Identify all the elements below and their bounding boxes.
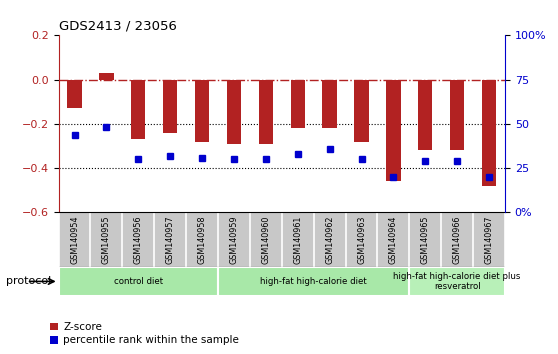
Text: GSM140965: GSM140965: [421, 216, 430, 264]
Text: GSM140962: GSM140962: [325, 216, 334, 264]
Bar: [418, 80, 432, 150]
Text: GSM140958: GSM140958: [198, 216, 206, 264]
Text: GSM140967: GSM140967: [484, 216, 493, 264]
Bar: [354, 80, 369, 142]
Text: GSM140961: GSM140961: [294, 216, 302, 264]
Text: GSM140957: GSM140957: [166, 216, 175, 264]
Bar: [410, 267, 505, 296]
Text: GSM140954: GSM140954: [70, 216, 79, 264]
Bar: [482, 80, 496, 186]
Bar: [227, 80, 241, 144]
Text: GSM140964: GSM140964: [389, 216, 398, 264]
Text: protocol: protocol: [6, 276, 51, 286]
Bar: [323, 80, 337, 128]
Text: GSM140959: GSM140959: [229, 216, 238, 264]
Text: high-fat high-calorie diet plus
resveratrol: high-fat high-calorie diet plus resverat…: [393, 272, 521, 291]
Bar: [68, 80, 81, 108]
Text: GSM140966: GSM140966: [453, 216, 461, 264]
Text: high-fat high-calorie diet: high-fat high-calorie diet: [260, 277, 367, 286]
Legend: Z-score, percentile rank within the sample: Z-score, percentile rank within the samp…: [50, 322, 239, 345]
Bar: [291, 80, 305, 128]
Bar: [450, 80, 464, 150]
Text: GSM140956: GSM140956: [134, 216, 143, 264]
Bar: [59, 267, 218, 296]
Bar: [131, 80, 146, 139]
Bar: [218, 267, 410, 296]
Text: GSM140963: GSM140963: [357, 216, 366, 264]
Text: GSM140960: GSM140960: [261, 216, 270, 264]
Text: control diet: control diet: [114, 277, 163, 286]
Bar: [259, 80, 273, 144]
Bar: [163, 80, 177, 133]
Bar: [99, 73, 114, 80]
Text: GSM140955: GSM140955: [102, 216, 111, 264]
Text: GDS2413 / 23056: GDS2413 / 23056: [59, 20, 176, 33]
Bar: [386, 80, 401, 181]
Bar: [195, 80, 209, 142]
